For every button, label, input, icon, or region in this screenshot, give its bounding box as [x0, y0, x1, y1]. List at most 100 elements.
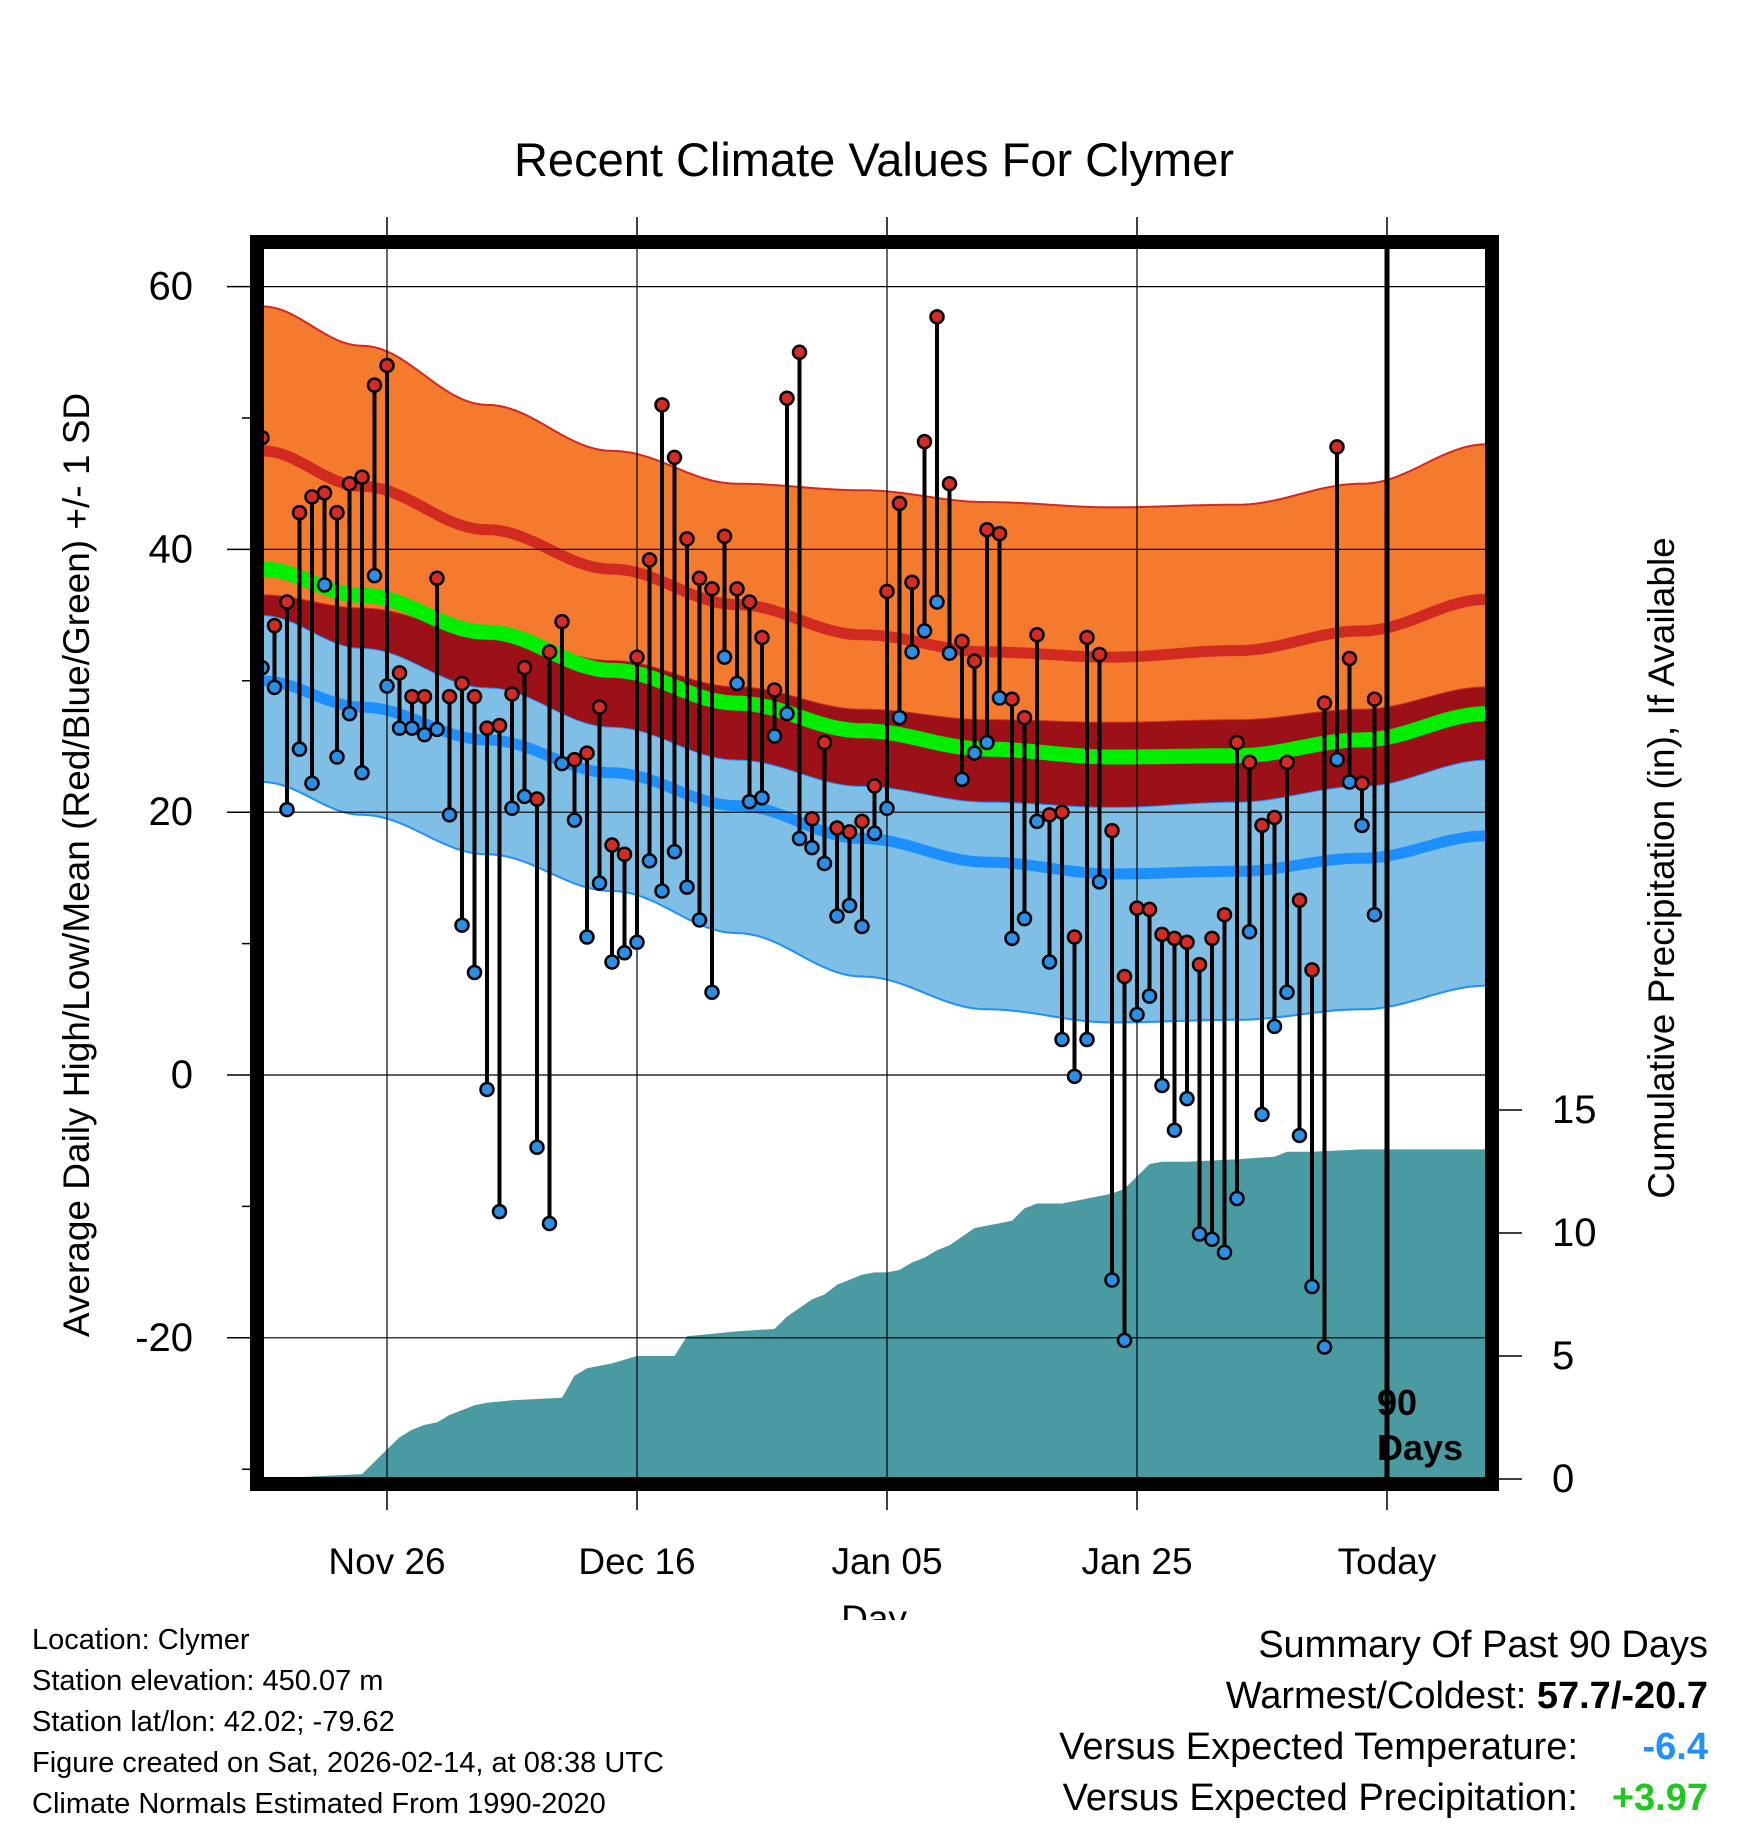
obs-low-point [666, 843, 683, 860]
obs-low-point [1154, 1077, 1170, 1094]
obs-low-point [829, 908, 845, 924]
obs-low-point [329, 749, 345, 765]
obs-low-point [1316, 1339, 1333, 1355]
warmest-coldest-row: Warmest/Coldest: 57.7/-20.7 [1059, 1671, 1708, 1722]
obs-low-point [1066, 1068, 1083, 1085]
obs-high-point [1079, 629, 1095, 646]
obs-low-point [479, 1081, 495, 1098]
chart-title: Recent Climate Values For Clymer [514, 133, 1234, 186]
mean-normal-line [262, 561, 1487, 765]
y-left-tick-label: 0 [171, 1053, 193, 1097]
obs-high-point [504, 686, 520, 702]
obs-high-point [291, 504, 308, 521]
normals-text: Climate Normals Estimated From 1990-2020 [32, 1788, 606, 1820]
obs-low-point [904, 644, 920, 660]
obs-high-point [629, 649, 645, 665]
obs-low-point [1054, 1031, 1070, 1048]
obs-low-point [991, 690, 1008, 706]
obs-low-point [266, 679, 283, 696]
obs-low-point [804, 839, 820, 856]
obs-low-point [1241, 924, 1258, 940]
obs-low-point [529, 1139, 545, 1156]
obs-high-point [354, 469, 370, 485]
plot-frame [250, 235, 1499, 1491]
obs-low-point [1304, 1278, 1320, 1295]
station-info: Location: Clymer Station elevation: 450.… [32, 1620, 664, 1825]
vs-precip-row: Versus Expected Precipitation: +3.97 [1059, 1773, 1708, 1824]
obs-high-point [641, 552, 658, 568]
obs-low-point [616, 945, 633, 961]
obs-low-point [929, 594, 945, 610]
obs-low-point [1216, 1244, 1233, 1261]
obs-high-point [816, 734, 833, 751]
obs-high-point [1304, 962, 1320, 978]
obs-low-point [891, 709, 908, 726]
obs-high-point [1241, 754, 1258, 771]
obs-high-point [691, 570, 708, 587]
obs-low-point [454, 917, 470, 933]
obs-high-point [841, 824, 858, 840]
obs-low-point [441, 807, 458, 823]
created-text: Figure created on Sat, 2026-02-14, at 08… [32, 1747, 664, 1779]
vs-temp-value: -6.4 [1642, 1726, 1708, 1768]
obs-low-point [1116, 1332, 1133, 1349]
obs-high-point [1116, 968, 1133, 985]
obs-low-point [379, 678, 395, 694]
obs-high-point [716, 528, 733, 545]
obs-high-point [554, 613, 570, 630]
obs-high-point [304, 489, 320, 505]
obs-high-point [854, 813, 870, 830]
y-left-tick-label: 20 [149, 790, 194, 834]
obs-high-point [941, 475, 958, 492]
x-tick-label: Jan 05 [831, 1541, 942, 1582]
obs-high-point [266, 617, 283, 634]
obs-high-point [704, 581, 720, 597]
obs-low-point [1166, 1122, 1183, 1138]
obs-low-point [366, 567, 383, 584]
obs-high-point [1279, 754, 1295, 771]
obs-low-point [604, 954, 620, 970]
obs-high-point [1216, 906, 1233, 923]
obs-low-point [566, 812, 583, 828]
obs-low-point [341, 705, 358, 722]
obs-high-point [654, 397, 670, 413]
obs-high-point [1004, 691, 1020, 707]
obs-low-point [1254, 1106, 1270, 1123]
obs-low-point [1204, 1231, 1220, 1247]
obs-high-point [1366, 691, 1383, 707]
obs-high-point [1254, 817, 1270, 834]
obs-low-point [416, 726, 433, 743]
location-text: Location: Clymer [32, 1624, 250, 1656]
obs-low-point [654, 883, 670, 899]
obs-high-point [491, 717, 508, 734]
obs-high-point [679, 531, 695, 547]
obs-high-point [891, 495, 908, 512]
obs-low-point [866, 825, 883, 841]
obs-high-point [666, 449, 683, 466]
summary-panel: Summary Of Past 90 Days Warmest/Coldest:… [1059, 1620, 1708, 1824]
y-right-tick-label: 10 [1552, 1211, 1597, 1255]
obs-high-point [966, 653, 983, 669]
obs-high-point [741, 594, 758, 610]
obs-low-point [1341, 774, 1358, 790]
obs-low-point [1091, 874, 1108, 890]
x-tick-label: Dec 16 [578, 1541, 695, 1582]
obs-low-point [716, 649, 733, 665]
obs-high-point [729, 581, 745, 597]
warmest-coldest-value: 57.7/-20.7 [1536, 1675, 1708, 1717]
x-tick-label: Today [1338, 1541, 1437, 1582]
obs-high-point [754, 629, 770, 646]
vs-temp-label: Versus Expected Temperature: [1059, 1726, 1578, 1768]
warmest-coldest-label: Warmest/Coldest: [1225, 1675, 1537, 1717]
obs-low-point [491, 1203, 508, 1220]
obs-low-point [1016, 910, 1033, 927]
obs-low-point [1266, 1018, 1283, 1035]
obs-high-point [1354, 775, 1370, 792]
obs-high-point [329, 504, 345, 521]
obs-high-point [479, 720, 495, 736]
obs-high-point [1104, 822, 1120, 839]
obs-high-point [429, 570, 445, 587]
obs-high-point [766, 682, 783, 698]
obs-low-point [816, 855, 833, 872]
obs-high-point [1316, 695, 1333, 711]
